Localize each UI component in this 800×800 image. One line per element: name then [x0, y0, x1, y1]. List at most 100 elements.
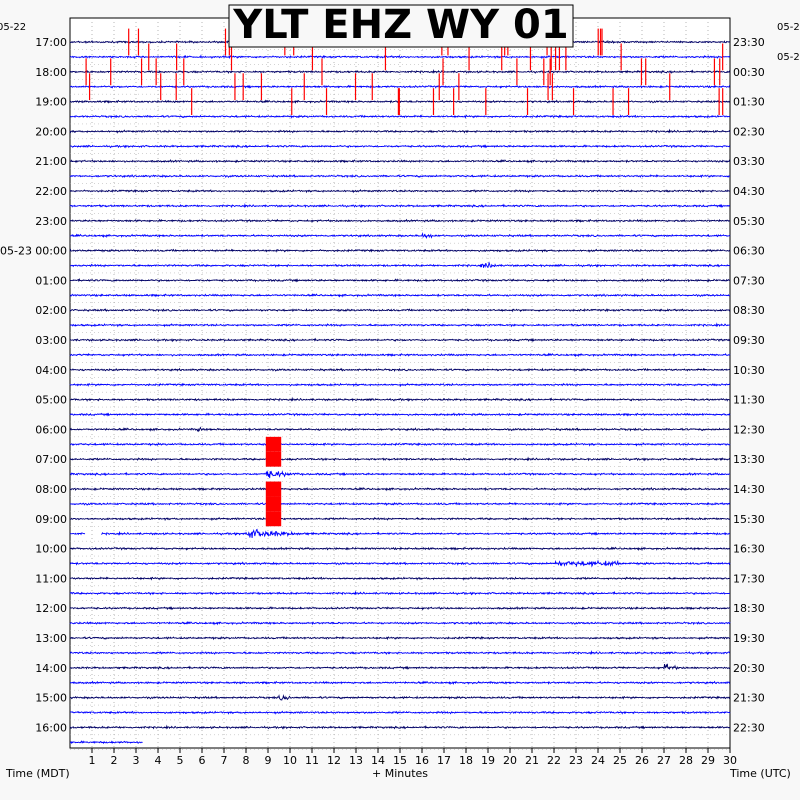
x-tick-label: 3: [133, 754, 140, 767]
left-hour-label: 10:00: [35, 543, 67, 556]
trace-line: [69, 218, 730, 223]
right-hour-label: 14:30: [733, 483, 765, 496]
right-hour-label: 11:30: [733, 394, 765, 407]
right-hour-label: 01:30: [733, 96, 765, 109]
trace-line: [69, 442, 731, 447]
right-hour-label: 22:30: [733, 721, 765, 734]
trace-line: [70, 396, 731, 402]
trace-line: [69, 559, 731, 568]
right-hour-label: 12:30: [733, 423, 765, 436]
left-hour-label: 07:00: [35, 453, 67, 466]
left-hour-label: 15:00: [35, 692, 67, 705]
clipped-block: [265, 496, 282, 512]
trace-line: [69, 606, 731, 611]
trace-line: [69, 486, 731, 492]
right-hour-label: 07:30: [733, 274, 765, 287]
trace-line: [69, 426, 731, 433]
left-hour-label: 03:00: [35, 334, 67, 347]
trace-line: [69, 188, 731, 194]
trace-line: [70, 114, 731, 119]
top-left-date: 05-22: [0, 22, 26, 33]
right-hour-label: 15:30: [733, 513, 765, 526]
x-tick-label: 15: [393, 754, 407, 767]
left-hour-label: 04:00: [35, 364, 67, 377]
left-hour-label: 06:00: [35, 423, 67, 436]
trace-line: [69, 54, 731, 60]
trace-line: [69, 293, 731, 298]
right-hour-label: 03:30: [733, 155, 765, 168]
trace-line: [69, 663, 731, 671]
trace-line: [69, 128, 731, 134]
x-tick-label: 2: [111, 754, 118, 767]
left-time-axis: 17:00 18:00 19:00 20:00 21:00 22:00 23:00 00:00…: [0, 36, 67, 734]
x-tick-label: 23: [569, 754, 583, 767]
trace-line: [69, 650, 731, 656]
x-tick-label: 16: [415, 754, 429, 767]
left-hour-label: 09:00: [35, 513, 67, 526]
right-hour-label: 21:30: [733, 692, 765, 705]
trace-line: [69, 367, 731, 373]
title-box: [228, 4, 574, 48]
left-hour-label: 21:00: [35, 155, 67, 168]
x-tick-label: 25: [613, 754, 627, 767]
right-hour-label: 18:30: [733, 602, 765, 615]
left-hour-label: 20:00: [35, 125, 67, 138]
trace-line: [70, 680, 731, 686]
trace-line: [69, 99, 731, 104]
trace-line: [70, 278, 731, 283]
x-tick-label: 9: [265, 754, 272, 767]
left-hour-label: 08:00: [35, 483, 67, 496]
left-hour-label: 23:00: [35, 215, 67, 228]
right-time-axis: 23:30 00:30 01:30 02:30 03:30 04:30 05:30 06:30…: [733, 36, 765, 734]
trace-line: [69, 84, 731, 89]
trace-line: [69, 501, 731, 507]
right-hour-label: 00:30: [733, 66, 765, 79]
left-hour-label: 14:00: [35, 662, 67, 675]
x-tick-label: 11: [305, 754, 319, 767]
left-hour-label: 18:00: [35, 66, 67, 79]
right-hour-label: 16:30: [733, 543, 765, 556]
right-hour-label: 23:30: [733, 36, 765, 49]
top-right-date: 05-23: [777, 22, 800, 33]
trace-line: [69, 203, 731, 209]
trace-line: [69, 740, 143, 745]
right-hour-label: 05:30: [733, 215, 765, 228]
x-tick-label: 5: [177, 754, 184, 767]
trace-line: [69, 143, 731, 149]
right-axis-label: Time (UTC): [729, 767, 791, 780]
trace-line: [69, 546, 731, 551]
chart-title: YLT EHZ WY 01: [232, 2, 568, 48]
x-tick-label: 12: [327, 754, 341, 767]
x-tick-label: 6: [199, 754, 206, 767]
x-tick-label: 26: [635, 754, 649, 767]
x-tick-label: 13: [349, 754, 363, 767]
left-hour-label: 05:00: [35, 394, 67, 407]
left-hour-label: 01:00: [35, 274, 67, 287]
x-tick-label: 4: [155, 754, 162, 767]
x-tick-label: 20: [503, 754, 517, 767]
left-hour-label: 17:00: [35, 36, 67, 49]
x-tick-label: 19: [481, 754, 495, 767]
x-tick-label: 22: [547, 754, 561, 767]
trace-line: [70, 710, 731, 715]
left-hour-label: 02:00: [35, 304, 67, 317]
trace-line: [69, 158, 731, 164]
right-hour-label: 02:30: [733, 125, 765, 138]
x-tick-label: 14: [371, 754, 385, 767]
x-tick-label: 1: [89, 754, 96, 767]
clipped-block: [265, 511, 282, 527]
x-tick-label: 28: [679, 754, 693, 767]
right-hour-label: 06:30: [733, 245, 765, 258]
right-hour-label: 04:30: [733, 185, 765, 198]
trace-line: [69, 635, 731, 641]
trace-line: [69, 231, 731, 240]
trace-line: [69, 590, 730, 596]
right-hour-label: 10:30: [733, 364, 765, 377]
right-hour-label: 19:30: [733, 632, 765, 645]
trace-line: [69, 382, 731, 387]
right-hour-label: 17:30: [733, 572, 765, 585]
trace-line: [69, 248, 731, 253]
x-tick-label: 24: [591, 754, 605, 767]
minutes-axis: 1 2 3 4 5 6 7 8 9 10 11 12 13 14 15 16 17 18 19 20 21 22 23 24 2…: [89, 748, 737, 767]
